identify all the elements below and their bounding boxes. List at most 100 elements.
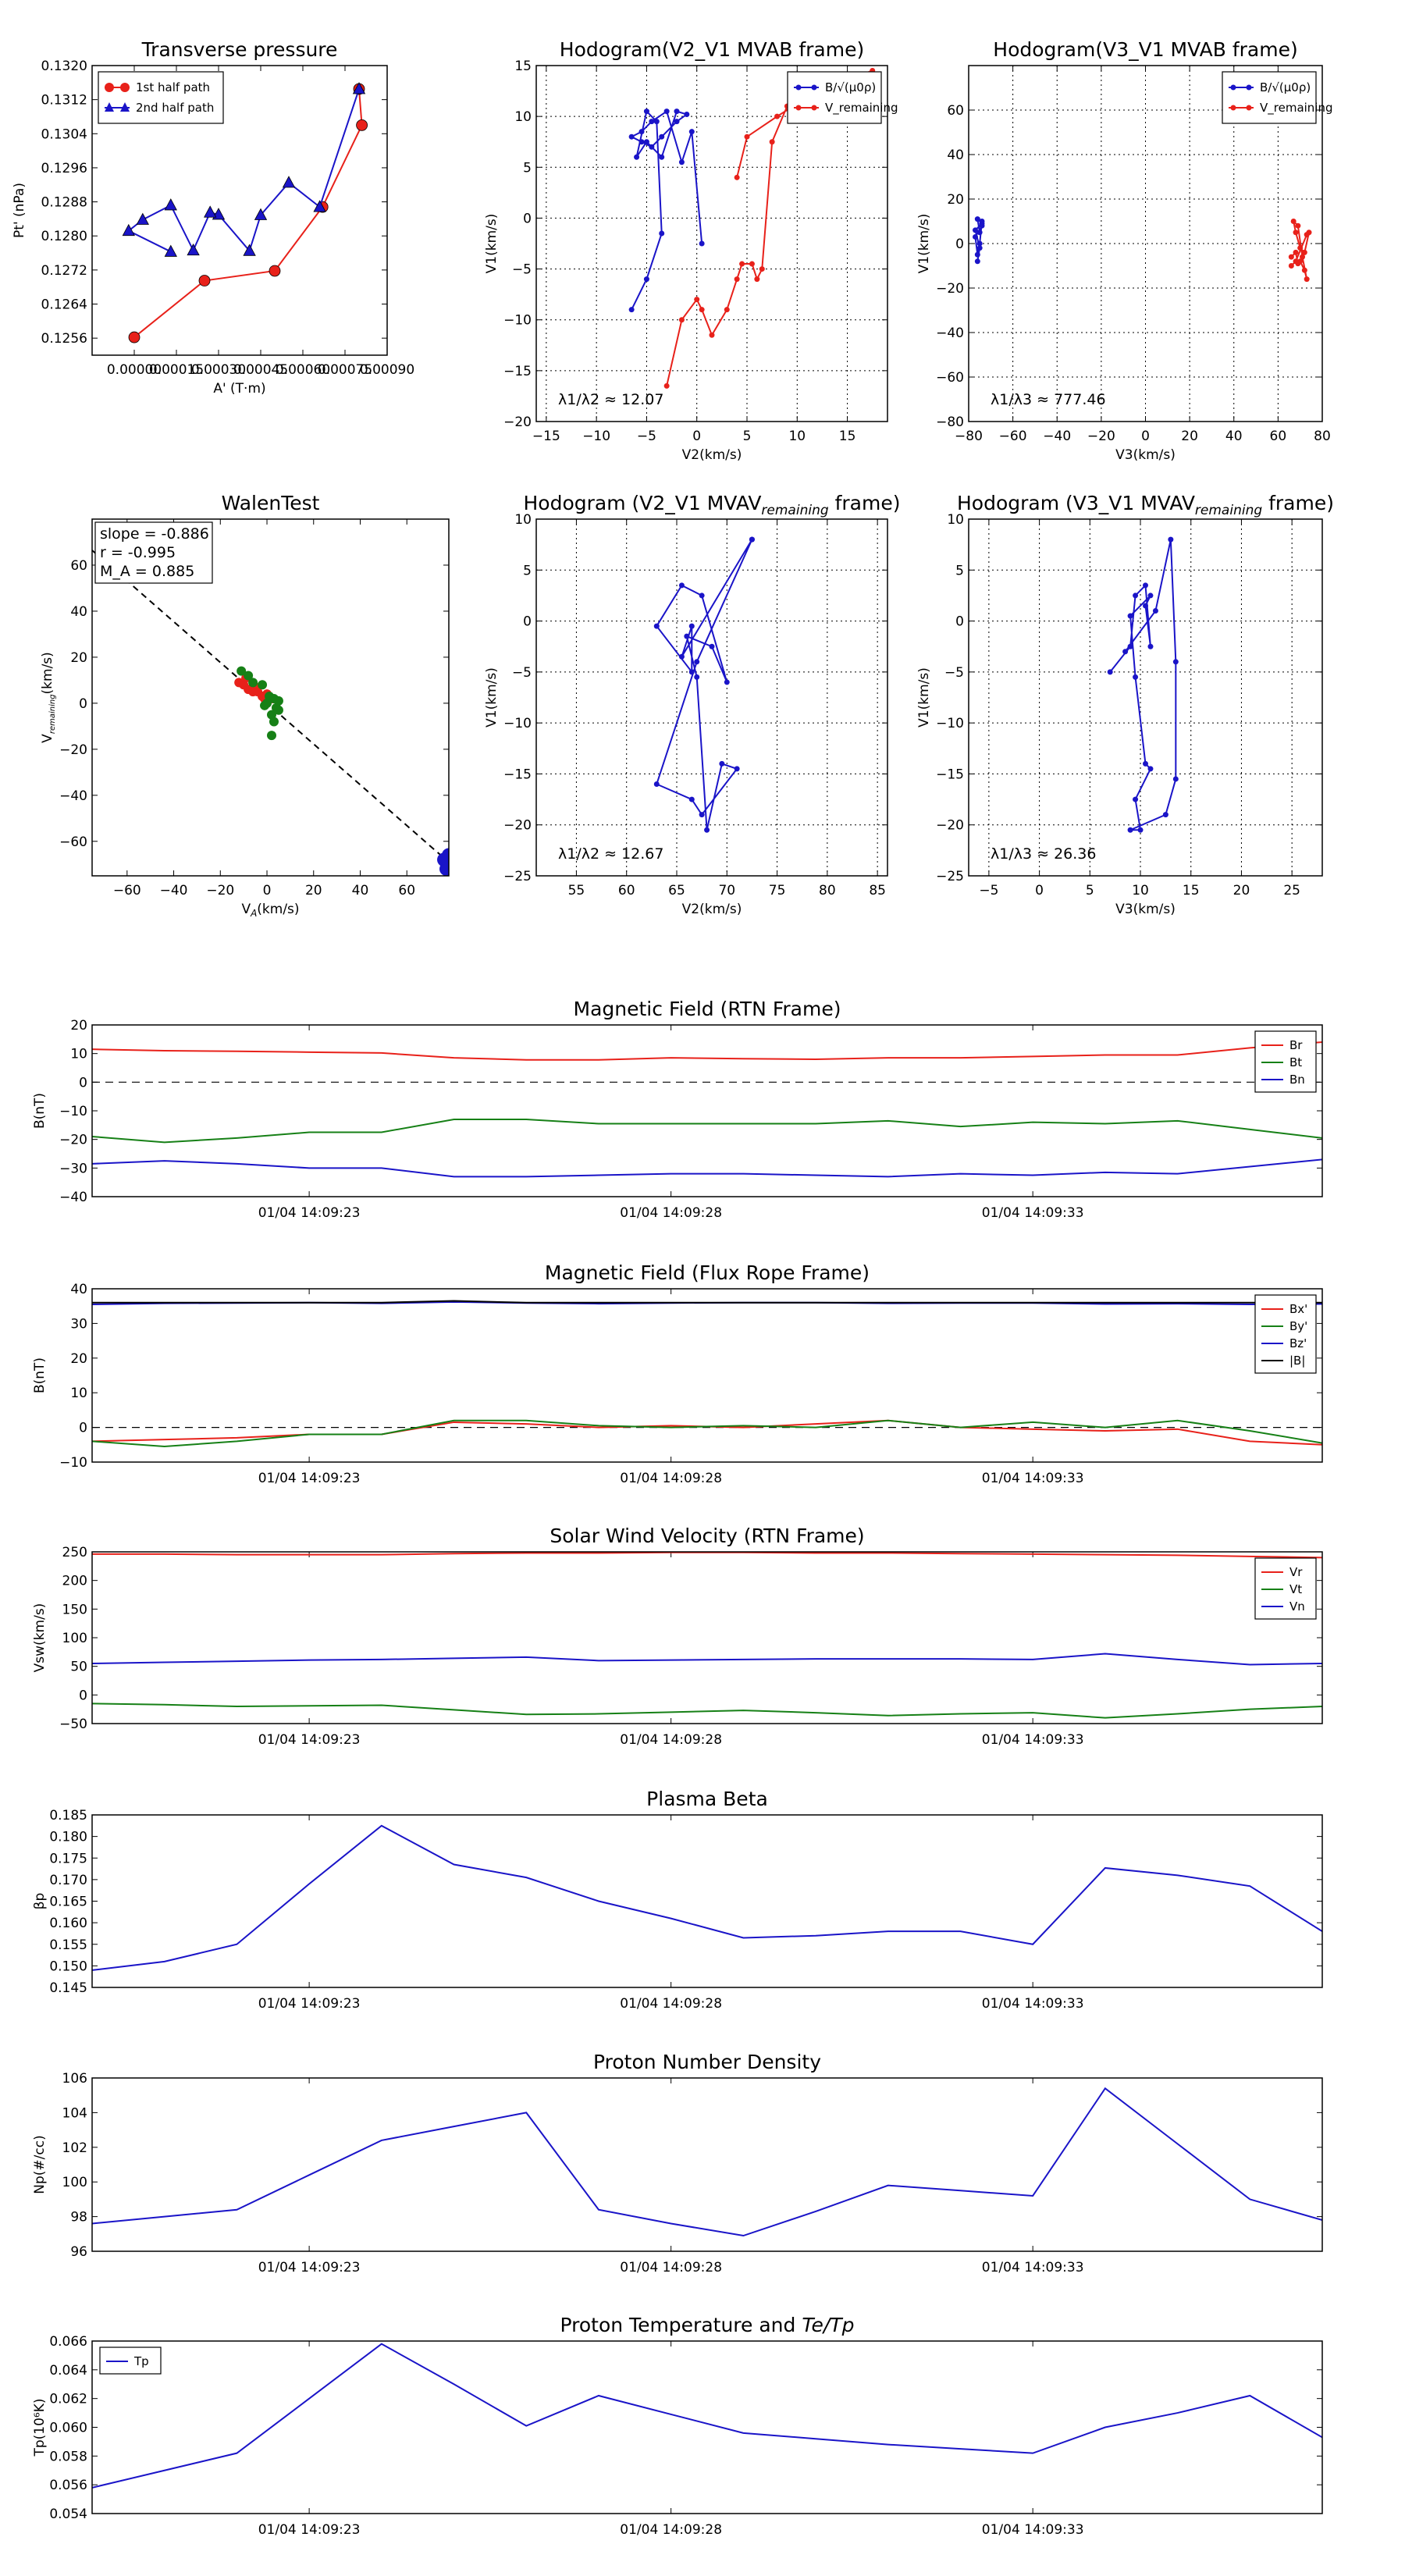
x-tick-label: 5 (1086, 883, 1094, 898)
x-tick-label: 65 (668, 883, 685, 898)
series-group (653, 536, 755, 833)
chart-h1: Hodogram(V2_V1 MVAB frame)−20−15−10−5051… (484, 38, 898, 463)
chart-h2: Hodogram(V3_V1 MVAB frame) −80 −60 −40 −20 0 2… (916, 38, 1333, 463)
data-point (659, 133, 665, 140)
chart-title: Hodogram (V3_V1 MVAVremaining frame) (957, 492, 1334, 518)
plot-frame (968, 65, 1323, 422)
x-tick-label: 01/04 14:09:33 (982, 1471, 1084, 1486)
data-point (1127, 613, 1133, 619)
data-point (1172, 776, 1179, 782)
x-axis-label: V2(km/s) (682, 447, 742, 463)
legend-marker (1246, 105, 1252, 111)
series-line-Vn (92, 1653, 1322, 1666)
x-tick-label: −60 (999, 429, 1027, 444)
x-tick-label: −15 (532, 429, 560, 444)
y-tick-label: 0 (955, 614, 964, 630)
y-tick-label: −60 (59, 834, 87, 850)
y-tick-label: −25 (936, 869, 964, 884)
y-tick-label: 0.054 (49, 2507, 87, 2522)
plot-frame (535, 518, 888, 877)
data-point (1127, 827, 1133, 833)
y-tick-label: 60 (947, 103, 964, 119)
y-tick-label: 40 (70, 604, 87, 620)
chart-title: Transverse pressure (141, 38, 338, 61)
y-tick-label: 0.180 (49, 1830, 87, 1845)
legend-label: Bt (1289, 1055, 1302, 1069)
data-point (128, 331, 140, 343)
x-tick-label: −80 (955, 429, 983, 444)
x-tick-label: 60 (1270, 429, 1287, 444)
data-point (643, 139, 649, 145)
x-tick-label: 15 (839, 429, 856, 444)
data-point (678, 582, 685, 589)
y-tick-label: 0.064 (49, 2363, 87, 2379)
legend-marker (811, 84, 817, 91)
data-point (653, 623, 660, 629)
x-tick-label: 0.00030 (191, 362, 246, 378)
series-line-By' (92, 1419, 1322, 1448)
data-point (266, 731, 276, 741)
data-point (974, 216, 980, 222)
data-point (237, 666, 247, 676)
data-point (972, 227, 978, 233)
data-point (1290, 219, 1297, 224)
data-point (1301, 267, 1307, 273)
y-tick-label: 0.150 (49, 1959, 87, 1974)
data-point (699, 812, 705, 818)
data-point (704, 827, 710, 833)
data-point (1288, 254, 1294, 260)
x-tick-label: 0 (1035, 883, 1044, 898)
data-point (688, 669, 695, 675)
y-tick-label: 10 (514, 109, 532, 125)
plot-frame (91, 1814, 1323, 1988)
y-tick-label: 5 (523, 563, 532, 578)
data-point (976, 245, 983, 251)
x-tick-label: 01/04 14:09:28 (620, 2522, 722, 2538)
x-tick-label: −5 (979, 883, 998, 898)
series-line-|B| (92, 1300, 1322, 1304)
data-point (258, 680, 268, 690)
chart-fr: Magnetic Field (Flux Rope Frame) −10 0 10 20… (32, 1261, 1323, 1486)
y-tick-label: 100 (62, 2175, 87, 2190)
y-tick-label: −25 (503, 869, 532, 884)
y-tick-label: 0 (955, 237, 964, 252)
data-point (269, 265, 281, 277)
plot-area (92, 2341, 1322, 2514)
series-line-Np (92, 2087, 1322, 2237)
y-tick-label: 0.1296 (41, 161, 87, 176)
y-tick-label: 0.165 (49, 1895, 87, 1910)
data-point (1288, 263, 1294, 269)
y-tick-label: 0.160 (49, 1916, 87, 1931)
x-tick-label: 01/04 14:09:33 (982, 2260, 1084, 2275)
x-tick-label: 20 (305, 883, 322, 898)
x-tick-label: 0.00015 (149, 362, 204, 378)
legend-label: |B| (1289, 1354, 1305, 1368)
y-tick-label: 102 (62, 2140, 87, 2156)
y-tick-label: 0.060 (49, 2421, 87, 2436)
y-tick-label: −5 (944, 665, 964, 681)
data-point (709, 643, 715, 649)
series-line-Bn (92, 1158, 1322, 1178)
y-tick-label: 150 (62, 1602, 87, 1617)
y-tick-label: −20 (503, 415, 532, 430)
y-tick-label: 96 (70, 2244, 87, 2260)
y-tick-label: 5 (523, 160, 532, 176)
x-tick-label: 01/04 14:09:23 (258, 1471, 361, 1486)
x-axis-label: V3(km/s) (1115, 902, 1176, 917)
x-tick-label: 01/04 14:09:28 (620, 1205, 722, 1221)
y-tick-label: 30 (70, 1316, 87, 1332)
data-point (724, 307, 730, 313)
chart-pt: Proton Temperature and Te/Tp 0.054 0.056 0.… (32, 2314, 1323, 2538)
y-tick-label: −5 (512, 262, 532, 278)
series-group (1107, 536, 1179, 833)
chart-nd: Proton Number Density 96 98 100 102 104 106 01/… (32, 2051, 1323, 2275)
legend-box (98, 71, 224, 124)
y-tick-label: −20 (59, 742, 87, 758)
data-point (439, 862, 449, 876)
y-tick-label: −20 (59, 1133, 87, 1148)
y-tick-label: −40 (59, 1190, 87, 1205)
y-tick-label: 20 (70, 650, 87, 666)
x-tick-label: 0 (1141, 429, 1150, 444)
x-tick-label: 01/04 14:09:23 (258, 1205, 361, 1221)
x-tick-label: 60 (618, 883, 635, 898)
